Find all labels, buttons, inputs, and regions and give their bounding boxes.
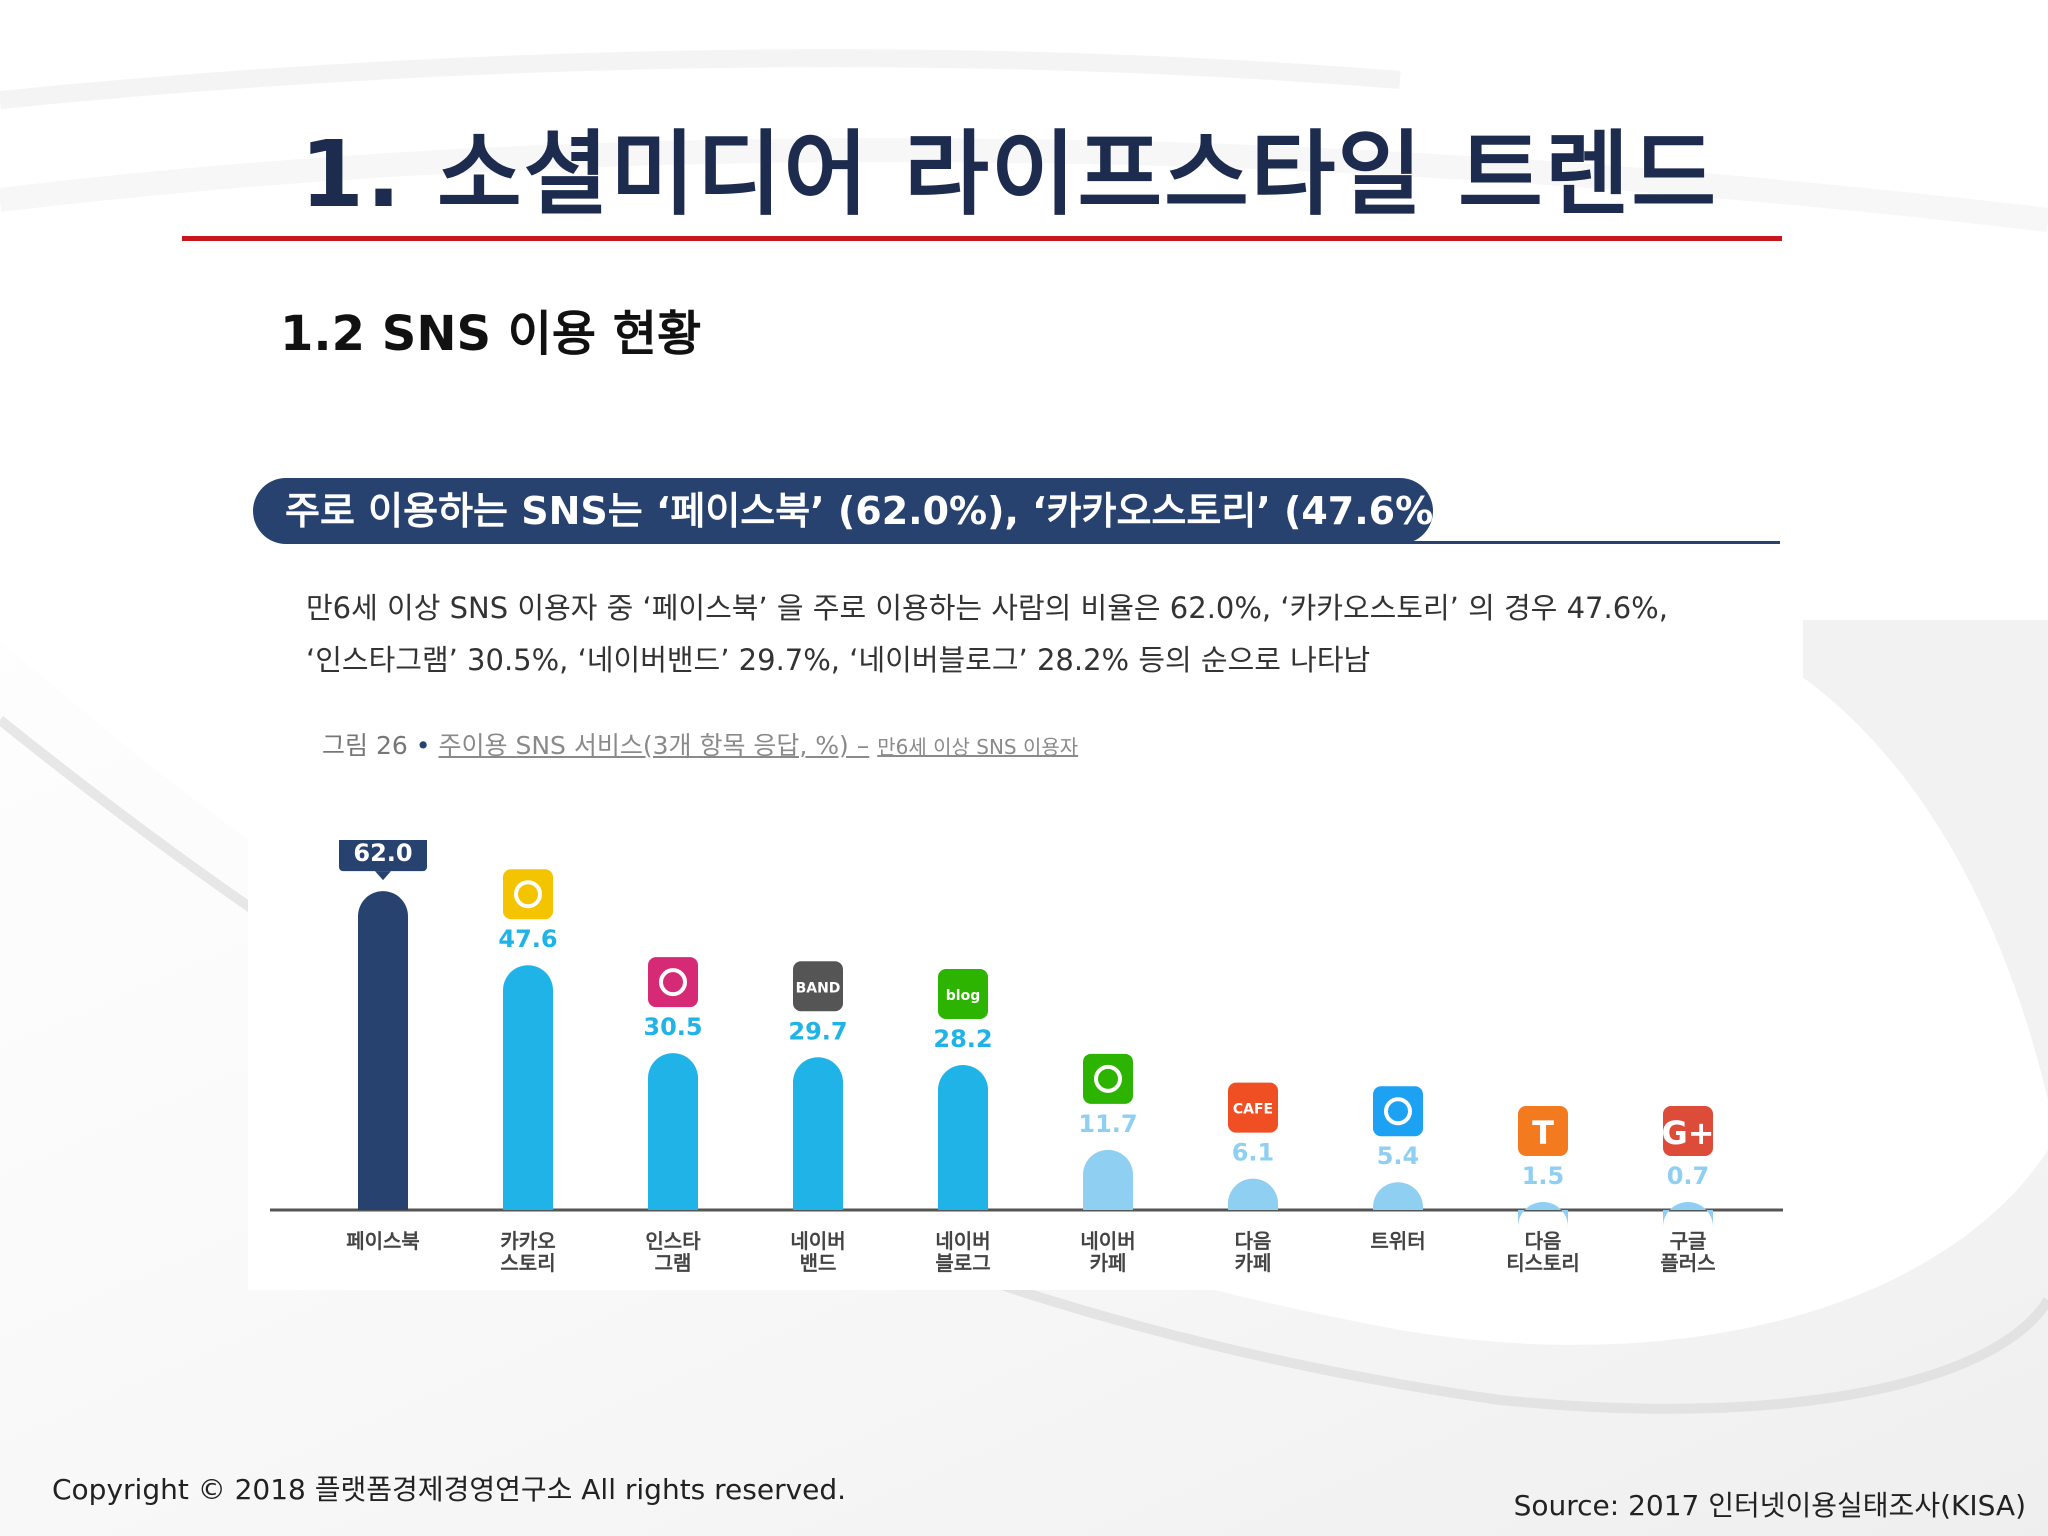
- figure-number: 그림 26: [322, 731, 408, 760]
- category-label: 카페: [1235, 1251, 1272, 1275]
- icon-tile: [793, 961, 843, 1012]
- icon-tile: [938, 968, 988, 1019]
- caption-main: 주이용 SNS 서비스(3개 항목 응답, %) –: [438, 731, 870, 760]
- bar: [1663, 1202, 1713, 1227]
- category-label: 페이스북: [346, 1229, 420, 1253]
- description: 만6세 이상 SNS 이용자 중 ‘페이스북’ 을 주로 이용하는 사람의 비율…: [306, 582, 1706, 686]
- headline-banner: 주로 이용하는 SNS는 ‘페이스북’ (62.0%), ‘카카오스토리’ (4…: [253, 478, 1451, 544]
- bar: [1373, 1182, 1423, 1210]
- source-note: Source: 2017 인터넷이용실태조사(KISA): [1513, 1489, 2026, 1522]
- icon-glyph: CAFE: [1233, 1102, 1273, 1118]
- value-label: 62.0: [353, 840, 412, 867]
- icon-tile: [1373, 1086, 1423, 1137]
- category-label: 카카오: [500, 1229, 555, 1253]
- bar: [1083, 1149, 1133, 1210]
- value-label-box: [339, 840, 427, 872]
- icon-tile: [1518, 1106, 1568, 1156]
- icon-glyph: [1384, 1097, 1412, 1126]
- category-label: 네이버: [935, 1229, 990, 1253]
- google-plus-icon: G+: [1661, 1106, 1715, 1156]
- bar: [793, 1057, 843, 1210]
- bar: [358, 891, 408, 1210]
- value-label: 5.4: [1377, 1142, 1420, 1170]
- category-label: 플러스: [1660, 1251, 1715, 1275]
- category-label: 블로그: [935, 1251, 990, 1275]
- figure-caption: 그림 26 • 주이용 SNS 서비스(3개 항목 응답, %) – 만6세 이상 …: [322, 726, 1078, 762]
- bar: [938, 1064, 988, 1210]
- tistory-icon: T: [1518, 1106, 1568, 1156]
- category-label: 네이버: [790, 1229, 845, 1253]
- icon-glyph: G+: [1661, 1114, 1714, 1152]
- description-line-2: ‘인스타그램’ 30.5%, ‘네이버밴드’ 29.7%, ‘네이버블로그’ 2…: [306, 643, 1371, 677]
- bar: [648, 1053, 698, 1210]
- naver-blog-icon: blog: [938, 968, 988, 1019]
- category-label: 다음: [1235, 1229, 1272, 1253]
- icon-tile: [503, 869, 553, 920]
- value-label: 47.6: [498, 925, 557, 953]
- sns-bar-chart: 62.0f페이스북47.6카카오스토리30.5인스타그램29.7BAND네이버밴…: [270, 840, 1783, 1275]
- caption-bullet: •: [415, 731, 431, 760]
- banner-underline: [1400, 541, 1780, 544]
- bar: [503, 965, 553, 1210]
- twitter-icon: [1373, 1086, 1423, 1137]
- value-label: 0.7: [1667, 1162, 1710, 1190]
- category-label: 네이버: [1080, 1229, 1135, 1253]
- value-label: 30.5: [643, 1013, 702, 1041]
- naver-cafe-icon: [1083, 1053, 1133, 1104]
- value-label-pointer: [375, 871, 391, 881]
- value-label: 29.7: [788, 1017, 847, 1045]
- category-label: 다음: [1525, 1229, 1562, 1253]
- bar: [1518, 1202, 1568, 1227]
- kakaostory-icon: [503, 869, 553, 920]
- naver-band-icon: BAND: [793, 961, 843, 1012]
- value-label: 6.1: [1232, 1139, 1275, 1167]
- icon-tile: [1083, 1053, 1133, 1104]
- copyright-notice: Copyright © 2018 플랫폼경제경영연구소 All rights r…: [52, 1473, 847, 1506]
- icon-tile: [1228, 1082, 1278, 1133]
- caption-sub: 만6세 이상 SNS 이용자: [877, 735, 1079, 759]
- icon-tile: [648, 957, 698, 1008]
- title-divider: [182, 236, 1782, 241]
- description-line-1: 만6세 이상 SNS 이용자 중 ‘페이스북’ 을 주로 이용하는 사람의 비율…: [306, 591, 1668, 625]
- category-label: 인스타: [645, 1229, 701, 1253]
- bar: [1228, 1178, 1278, 1210]
- section-subtitle: 1.2 SNS 이용 현황: [280, 306, 702, 362]
- daum-cafe-icon: CAFE: [1228, 1082, 1278, 1133]
- category-label: 구글: [1670, 1229, 1707, 1253]
- category-label: 카페: [1090, 1251, 1127, 1275]
- category-label: 티스토리: [1506, 1251, 1580, 1275]
- slide-title: 1. 소셜미디어 라이프스타일 트렌드: [300, 121, 1719, 228]
- category-label: 그램: [655, 1251, 692, 1275]
- value-label: 1.5: [1522, 1162, 1565, 1190]
- value-label: 11.7: [1078, 1110, 1137, 1138]
- icon-glyph: [514, 880, 542, 909]
- icon-glyph: BAND: [796, 980, 841, 996]
- icon-tile: [1663, 1106, 1713, 1156]
- category-label: 트위터: [1370, 1229, 1425, 1253]
- category-label: 스토리: [500, 1251, 555, 1275]
- icon-glyph: T: [1532, 1114, 1554, 1152]
- icon-glyph: blog: [946, 988, 980, 1004]
- category-label: 밴드: [800, 1251, 837, 1275]
- instagram-icon: [648, 957, 698, 1008]
- icon-glyph: [659, 968, 687, 997]
- icon-glyph: [1094, 1064, 1122, 1093]
- value-label: 28.2: [933, 1025, 992, 1053]
